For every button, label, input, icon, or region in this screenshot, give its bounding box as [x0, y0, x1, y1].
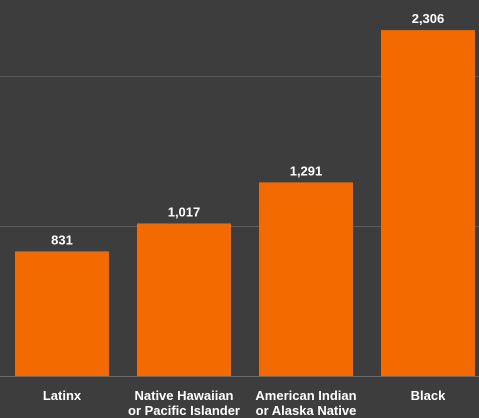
bar-2: [259, 182, 353, 376]
category-label-0-line-0: Latinx: [43, 388, 82, 403]
category-label-0: Latinx: [43, 388, 82, 403]
category-label-2-line-0: American Indian: [255, 388, 356, 403]
category-label-1-line-0: Native Hawaiian: [135, 388, 234, 403]
bar-3: [381, 30, 475, 376]
value-label-3: 2,306: [412, 11, 445, 26]
bar-1: [137, 223, 231, 376]
bars: [15, 30, 475, 376]
value-label-1: 1,017: [168, 204, 201, 219]
category-label-3: Black: [411, 388, 446, 403]
category-label-1: Native Hawaiian or Pacific Islander: [128, 388, 240, 418]
value-labels: 831 1,017 1,291 2,306: [51, 11, 444, 247]
category-labels: Latinx Native Hawaiian or Pacific Islander…: [43, 388, 446, 418]
category-label-2: American Indian or Alaska Native: [255, 388, 356, 418]
category-label-1-line-1: or Pacific Islander: [128, 403, 240, 418]
category-label-3-line-0: Black: [411, 388, 446, 403]
category-label-2-line-1: or Alaska Native: [256, 403, 357, 418]
value-label-2: 1,291: [290, 163, 323, 178]
bar-0: [15, 251, 109, 376]
value-label-0: 831: [51, 232, 73, 247]
